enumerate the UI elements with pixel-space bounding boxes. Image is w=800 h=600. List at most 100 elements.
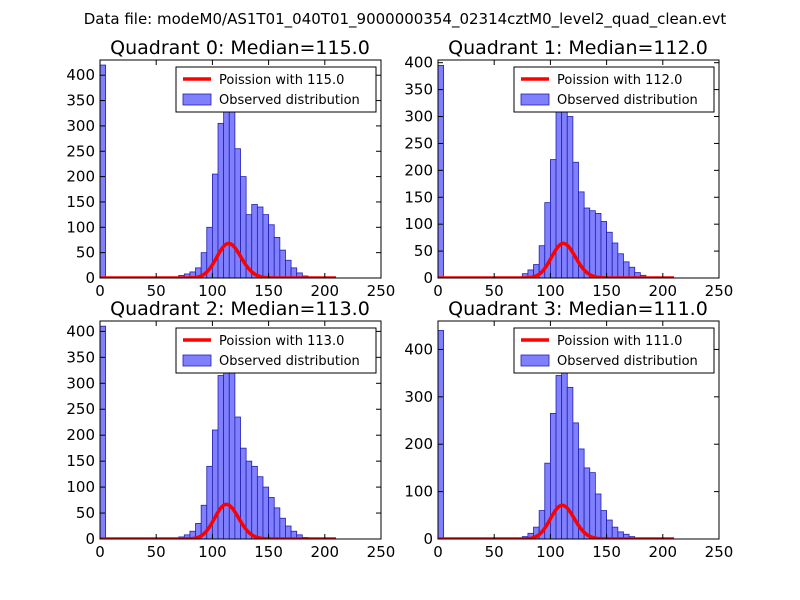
figure-title: Data file: modeM0/AS1T01_040T01_90000003… (84, 10, 727, 29)
y-tick-label: 50 (76, 244, 95, 262)
x-tick-label: 250 (705, 282, 734, 300)
x-tick-label: 150 (592, 282, 621, 300)
y-tick-label: 350 (66, 348, 95, 366)
histogram-bar (251, 204, 258, 278)
y-tick-label: 200 (404, 435, 433, 453)
y-tick-label: 50 (76, 504, 95, 522)
histogram-bar (606, 519, 613, 539)
histogram-bar (617, 253, 624, 278)
poisson-fit-line (100, 502, 337, 539)
x-tick-label: 250 (705, 543, 734, 561)
y-tick-label: 100 (404, 215, 433, 233)
x-tick-label: 250 (367, 282, 396, 300)
y-tick-label: 150 (66, 452, 95, 470)
axes-frame (99, 320, 382, 540)
legend: Poission with 115.0 Observed distribution (175, 66, 377, 113)
histogram-bar (217, 375, 225, 539)
legend: Poission with 113.0 Observed distribution (175, 327, 377, 374)
histogram-bar (606, 231, 613, 278)
histogram-bar (245, 460, 253, 539)
histogram-bar (256, 206, 264, 278)
x-tick-label: 150 (254, 282, 283, 300)
y-tick-label: 0 (85, 269, 95, 287)
y-tick-label: 300 (66, 374, 95, 392)
x-tick-label: 150 (592, 543, 621, 561)
x-tick-label: 100 (198, 282, 227, 300)
x-tick-label: 50 (147, 543, 166, 561)
histogram-bar (285, 259, 292, 278)
y-tick-label: 300 (66, 117, 95, 135)
histogram-bar (589, 210, 596, 278)
histogram-bar (296, 272, 303, 278)
x-tick-label: 0 (95, 543, 105, 561)
subplot-quadrant-2: Quadrant 2: Median=113.0 0 50 100 150 200 250… (66, 298, 395, 561)
axes-frame (437, 59, 720, 279)
histogram-bar (262, 214, 270, 278)
histogram-bar (600, 221, 607, 278)
legend-observed-label: Observed distribution (219, 93, 360, 108)
legend-observed-label: Observed distribution (557, 93, 698, 108)
subplot-quadrant-1: Quadrant 1: Median=112.0 0 50 100 150 200 250… (404, 37, 733, 300)
x-tick-label: 0 (433, 543, 443, 561)
axes-frame (99, 59, 382, 279)
y-tick-label: 100 (404, 483, 433, 501)
subplot-quadrant-3: Quadrant 3: Median=111.0 0 50 100 150 200 250… (404, 298, 733, 561)
histogram-bars (438, 64, 658, 278)
x-tick-label: 200 (310, 543, 339, 561)
y-tick-label: 100 (66, 218, 95, 236)
histogram-bar (611, 526, 619, 539)
histogram-bar (438, 64, 445, 278)
y-tick-label: 0 (423, 269, 433, 287)
legend-bar-swatch (520, 354, 550, 367)
histogram-bar (285, 525, 292, 539)
legend-observed-label: Observed distribution (557, 354, 698, 369)
legend-fit-label: Poission with 113.0 (219, 334, 344, 349)
histogram-bar (100, 64, 107, 278)
histogram-bar (228, 105, 236, 278)
y-tick-label: 200 (66, 168, 95, 186)
legend-bar-swatch (182, 354, 212, 367)
histogram-bar (600, 510, 607, 539)
y-tick-label: 0 (85, 530, 95, 548)
legend-fit-label: Poission with 112.0 (557, 73, 682, 88)
x-tick-label: 0 (95, 282, 105, 300)
histogram-bar (279, 249, 286, 278)
poisson-fit-line (438, 241, 675, 278)
y-tick-label: 250 (66, 400, 95, 418)
histogram-bar (438, 330, 445, 539)
y-tick-label: 50 (414, 242, 433, 260)
legend-bar-swatch (182, 93, 212, 106)
legend-observed-label: Observed distribution (219, 354, 360, 369)
y-tick-label: 250 (66, 142, 95, 160)
legend-fit-label: Poission with 111.0 (557, 334, 682, 349)
x-tick-label: 50 (485, 543, 504, 561)
y-tick-label: 200 (66, 426, 95, 444)
subplot-quadrant-0: Quadrant 0: Median=115.0 0 50 100 150 200 250… (66, 37, 395, 300)
x-tick-label: 0 (433, 282, 443, 300)
histogram-bar (589, 472, 596, 539)
x-tick-label: 200 (648, 543, 677, 561)
poisson-fit-line (438, 503, 675, 539)
y-tick-label: 400 (404, 340, 433, 358)
y-tick-label: 200 (404, 161, 433, 179)
histogram-bar (268, 497, 275, 539)
y-tick-label: 300 (404, 108, 433, 126)
y-tick-label: 350 (66, 92, 95, 110)
histogram-bar (262, 486, 270, 539)
x-tick-label: 100 (536, 543, 565, 561)
x-tick-label: 250 (367, 543, 396, 561)
histogram-bar (594, 493, 602, 539)
histogram-bar (268, 224, 275, 278)
histogram-bars (438, 330, 647, 539)
histogram-bar (256, 476, 264, 539)
y-tick-label: 0 (423, 530, 433, 548)
histogram-bar (251, 465, 258, 539)
y-tick-label: 250 (404, 134, 433, 152)
histogram-bar (100, 325, 107, 539)
x-tick-label: 150 (254, 543, 283, 561)
x-tick-label: 200 (310, 282, 339, 300)
y-tick-label: 150 (404, 188, 433, 206)
subplot-title: Quadrant 2: Median=113.0 (110, 298, 370, 320)
legend: Poission with 111.0 Observed distribution (513, 327, 715, 374)
